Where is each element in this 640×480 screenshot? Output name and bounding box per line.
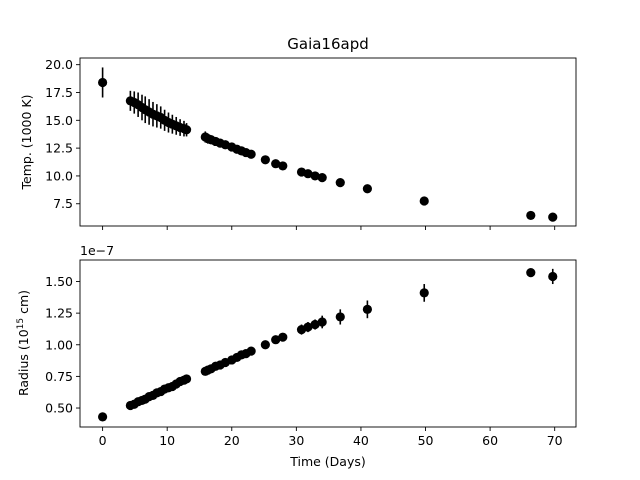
data-point	[548, 271, 558, 282]
data-point	[98, 77, 108, 88]
data-point	[303, 169, 313, 179]
data-point	[362, 184, 372, 194]
data-point	[303, 322, 313, 332]
radius-panel: 1e−7 0 10 20 30 40 50 60 70 0.50 0.75 1.00 1.25 1.50…	[16, 243, 577, 469]
data-point	[362, 304, 372, 314]
y-tick-label: 17.5	[45, 85, 73, 100]
data-point	[335, 178, 345, 188]
y-tick-label: 15.0	[45, 113, 73, 128]
data-point	[335, 312, 345, 322]
data-point	[260, 155, 270, 165]
radius-error-bars	[129, 268, 554, 409]
radius-y-axis-label: Radius (1015 cm)	[16, 290, 31, 396]
temperature-plot-frame	[79, 57, 577, 227]
y-tick-label: 0.50	[45, 401, 73, 416]
x-tick-label: 60	[482, 433, 498, 448]
data-point	[260, 340, 270, 350]
x-tick-label: 0	[99, 433, 107, 448]
data-point	[548, 212, 558, 222]
data-point	[310, 319, 320, 330]
data-point	[181, 374, 192, 384]
data-point	[271, 335, 281, 345]
temperature-axis-ticks: 7.5 10.0 12.5 15.0 17.5 20.0	[45, 57, 556, 230]
temperature-panel: 7.5 10.0 12.5 15.0 17.5 20.0 Temp. (1000 K)	[19, 57, 577, 230]
data-point	[310, 171, 320, 181]
y-tick-label: 1.25	[45, 306, 73, 321]
y-tick-label: 1.00	[45, 337, 73, 352]
x-tick-label: 40	[353, 433, 369, 448]
x-tick-label: 30	[288, 433, 304, 448]
radius-points	[98, 268, 558, 422]
data-point	[271, 159, 281, 169]
data-point	[181, 125, 192, 135]
data-point	[526, 210, 536, 221]
x-tick-label: 50	[418, 433, 434, 448]
chart-title: Gaia16apd	[287, 35, 369, 53]
radius-plot-frame	[79, 259, 577, 428]
y-tick-label: 10.0	[45, 168, 73, 183]
x-tick-label: 70	[547, 433, 563, 448]
temperature-points	[98, 77, 558, 222]
temperature-y-axis-label: Temp. (1000 K)	[19, 95, 34, 191]
x-tick-label: 20	[224, 433, 240, 448]
y-tick-label: 20.0	[45, 57, 73, 72]
data-point	[246, 346, 256, 356]
y-tick-label: 0.75	[45, 369, 73, 384]
data-point	[278, 332, 288, 342]
data-point	[526, 268, 536, 278]
y-tick-label: 1.50	[45, 274, 73, 289]
data-point	[98, 412, 108, 422]
y-tick-label: 7.5	[53, 196, 73, 211]
data-point	[317, 173, 327, 183]
data-point	[246, 149, 256, 159]
data-point	[317, 317, 327, 327]
y-tick-label: 12.5	[45, 141, 73, 156]
x-axis-label: Time (Days)	[289, 454, 366, 469]
radius-axis-ticks: 0 10 20 30 40 50 60 70 0.50 0.75 1.00 1.25 1.50	[45, 274, 563, 448]
data-point	[419, 288, 429, 298]
data-point	[419, 196, 429, 206]
x-tick-label: 10	[159, 433, 175, 448]
data-point	[278, 161, 288, 171]
temperature-error-bars	[101, 67, 554, 220]
radius-offset-text: 1e−7	[80, 243, 114, 258]
